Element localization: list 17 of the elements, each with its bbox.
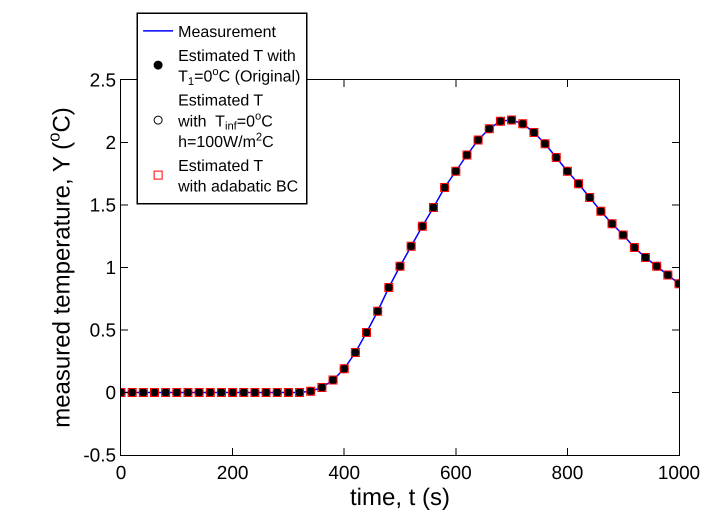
y-tick-label: 1 bbox=[106, 258, 116, 280]
legend-label: Measurement bbox=[178, 24, 276, 42]
y-tick-label: 2 bbox=[106, 133, 116, 154]
x-axis-title: time, t (s) bbox=[350, 484, 450, 511]
y-tick-label: 0.5 bbox=[90, 320, 116, 342]
text: Estimated T with T$_{inf}$=0$^{o}$C h=100W/m$^{2}$C bbox=[178, 92, 274, 152]
x-tick-label: 1000 bbox=[658, 462, 700, 484]
legend-label: Estimated T with T$_{1}$=0$^{o}$C (Original) bbox=[178, 48, 300, 88]
y-tick-label: 0 bbox=[106, 383, 116, 404]
y-tick-label: -0.5 bbox=[83, 446, 116, 467]
x-tick-label: 400 bbox=[328, 462, 360, 484]
x-tick-label: 800 bbox=[552, 462, 584, 484]
y-tick-label: 1.5 bbox=[90, 196, 116, 217]
x-tick-label: 200 bbox=[216, 462, 248, 484]
x-tick-label: 600 bbox=[440, 462, 472, 484]
legend-label: Estimated T with adabatic BC bbox=[177, 158, 298, 196]
y-tick-label: 2.5 bbox=[90, 70, 116, 92]
